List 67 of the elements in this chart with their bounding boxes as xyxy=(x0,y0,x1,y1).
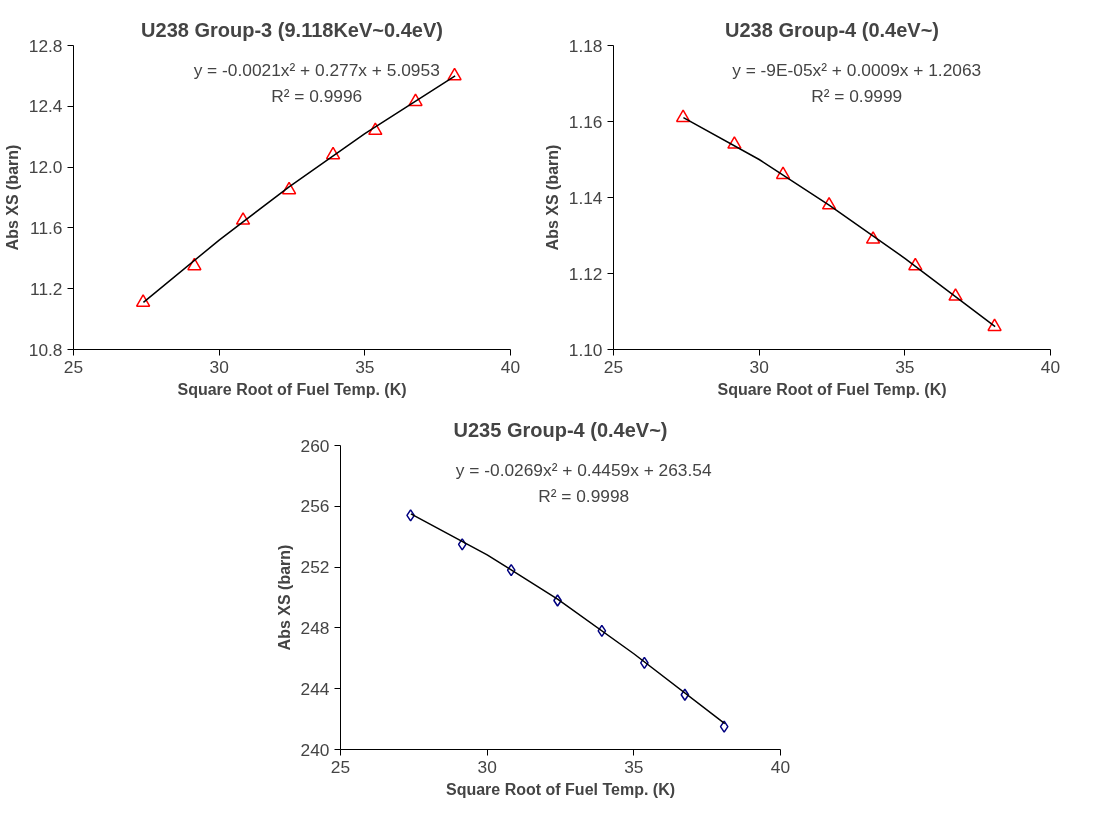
x-tick-label: 25 xyxy=(330,756,351,777)
point xyxy=(908,257,923,271)
x-tick-label: 25 xyxy=(603,356,624,377)
point xyxy=(187,257,202,271)
x-tick-label: 30 xyxy=(477,756,497,777)
point xyxy=(235,212,251,225)
point xyxy=(457,538,467,551)
point xyxy=(406,509,416,522)
point xyxy=(408,93,423,107)
annotation: R² = 0.9998 xyxy=(538,485,630,506)
y-tick-label: 1.18 xyxy=(568,35,603,56)
point xyxy=(821,196,837,210)
x-tick-label: 35 xyxy=(895,356,915,377)
x-tick-label: 25 xyxy=(63,356,84,377)
x-axis-title: Square Root of Fuel Temp. (K) xyxy=(177,380,407,398)
x-tick-label: 30 xyxy=(749,356,769,377)
x-tick-label: 40 xyxy=(770,756,791,777)
chart-title: U235 Group-4 (0.4eV~) xyxy=(453,418,668,441)
y-tick-label: 11.2 xyxy=(30,278,63,299)
x-tick-label: 40 xyxy=(500,356,521,377)
point xyxy=(281,181,297,195)
y-tick-label: 10.8 xyxy=(28,339,63,360)
point xyxy=(597,624,607,638)
y-tick-label: 1.14 xyxy=(568,187,603,208)
annotation: R² = 0.9996 xyxy=(271,85,363,106)
x-tick-label: 35 xyxy=(624,756,644,777)
point xyxy=(368,122,383,136)
y-tick-label: 1.10 xyxy=(568,339,603,360)
annotation: y = -0.0021x² + 0.277x + 5.0953 xyxy=(193,59,440,80)
annotation: y = -9E-05x² + 0.0009x + 1.2063 xyxy=(732,59,982,80)
y-tick-label: 12.8 xyxy=(28,35,63,56)
point xyxy=(775,166,791,180)
y-axis-title: Abs XS (barn) xyxy=(543,144,561,251)
y-axis-title: Abs XS (barn) xyxy=(275,544,293,651)
y-tick-label: 240 xyxy=(300,739,330,760)
y-tick-label: 260 xyxy=(300,435,330,456)
point xyxy=(135,294,151,307)
point xyxy=(680,688,690,702)
y-tick-label: 1.12 xyxy=(568,263,603,284)
chart-title: U238 Group-4 (0.4eV~) xyxy=(725,18,939,41)
point xyxy=(675,109,691,123)
y-tick-label: 248 xyxy=(300,617,330,638)
point xyxy=(948,288,963,301)
y-tick-label: 1.16 xyxy=(568,111,603,132)
y-tick-label: 244 xyxy=(300,678,330,699)
point xyxy=(727,136,742,149)
x-tick-label: 30 xyxy=(209,356,229,377)
x-axis-title: Square Root of Fuel Temp. (K) xyxy=(445,780,676,798)
point xyxy=(447,67,462,81)
y-tick-label: 11.6 xyxy=(30,217,63,238)
annotation: R² = 0.9999 xyxy=(811,85,903,106)
annotation: y = -0.0269x² + 0.4459x + 263.54 xyxy=(455,459,712,480)
y-tick-label: 256 xyxy=(300,496,330,517)
y-tick-label: 12.4 xyxy=(28,96,63,117)
point xyxy=(325,146,341,160)
chart-title: U238 Group-3 (9.118KeV~0.4eV) xyxy=(141,18,443,41)
point xyxy=(639,656,649,670)
x-tick-label: 40 xyxy=(1040,356,1061,377)
x-tick-label: 35 xyxy=(355,356,375,377)
y-tick-label: 12.0 xyxy=(28,157,63,178)
point xyxy=(987,318,1002,332)
y-axis-title: Abs XS (barn) xyxy=(3,144,21,251)
point xyxy=(506,563,516,577)
x-axis-title: Square Root of Fuel Temp. (K) xyxy=(717,380,947,398)
point xyxy=(865,231,881,244)
y-tick-label: 252 xyxy=(300,557,330,578)
point xyxy=(719,720,729,733)
